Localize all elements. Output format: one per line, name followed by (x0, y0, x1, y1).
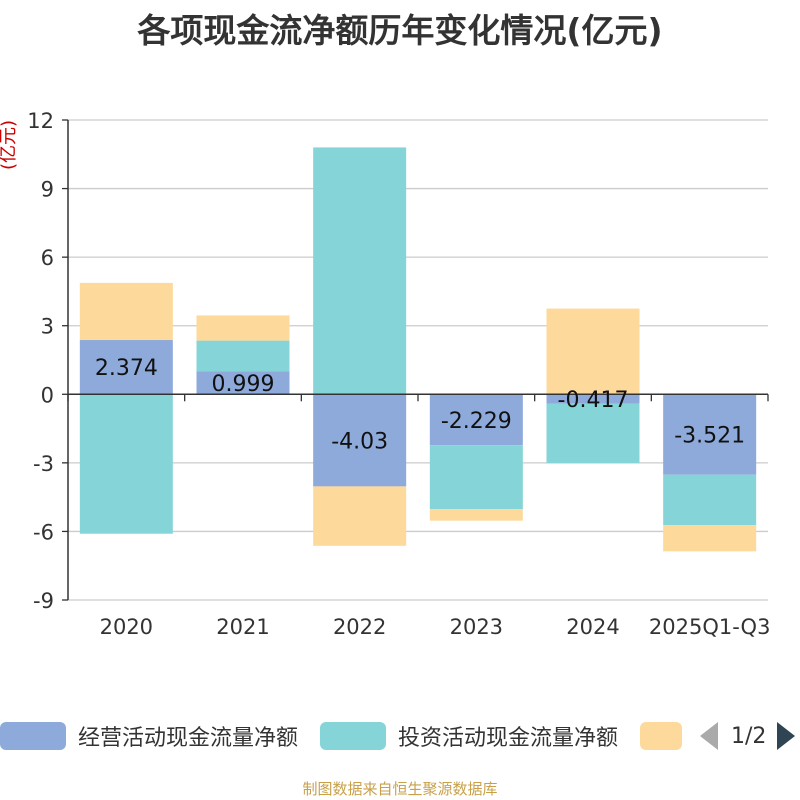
legend-prev-icon[interactable] (700, 722, 718, 750)
legend-item-investing[interactable]: 投资活动现金流量净额 (320, 716, 618, 756)
data-label: 0.999 (212, 372, 275, 397)
bar-s3-2025Q1-Q3 (663, 525, 757, 552)
x-tick-label: 2020 (100, 615, 153, 639)
data-label: -0.417 (558, 388, 629, 413)
bar-s1-2022 (313, 394, 407, 487)
y-tick-label: 12 (27, 109, 54, 133)
legend-swatch-investing (320, 722, 386, 750)
y-tick-label: -6 (33, 520, 54, 544)
y-tick-label: 9 (41, 178, 54, 202)
bar-s3-2022 (313, 486, 407, 546)
bar-s3-2023 (429, 509, 523, 521)
y-tick-label: -9 (33, 589, 54, 613)
legend-pager: 1/2 (700, 716, 796, 756)
bar-s3-2020 (79, 282, 173, 341)
x-tick-label: 2023 (450, 615, 503, 639)
y-tick-label: 0 (41, 383, 54, 407)
bar-s1-2024 (546, 394, 640, 404)
legend-item-financing[interactable] (640, 716, 694, 756)
legend-swatch-operating (0, 722, 66, 750)
legend-item-operating[interactable]: 经营活动现金流量净额 (0, 716, 298, 756)
source-note: 制图数据来自恒生聚源数据库 (302, 780, 498, 798)
bar-s2-2020 (79, 394, 173, 534)
x-tick-label: 2024 (566, 615, 619, 639)
x-tick-label: 2021 (216, 615, 269, 639)
bar-s2-2021 (196, 340, 290, 372)
legend: 经营活动现金流量净额 投资活动现金流量净额 1/2 (0, 716, 800, 756)
bar-s1-2023 (429, 394, 523, 446)
legend-label-investing: 投资活动现金流量净额 (398, 726, 619, 751)
legend-next-icon[interactable] (777, 722, 796, 750)
bar-s3-2024 (546, 308, 640, 395)
x-tick-label: 2022 (333, 615, 386, 639)
x-tick-label: 2025Q1-Q3 (649, 615, 771, 639)
data-label: 2.374 (95, 356, 158, 381)
data-label: -4.03 (331, 429, 388, 454)
bar-s1-2021 (196, 371, 290, 395)
legend-swatch-financing (640, 722, 682, 750)
y-axis-label: (亿元) (0, 120, 19, 170)
chart-title: 各项现金流净额历年变化情况(亿元) (137, 11, 663, 50)
y-tick-label: 3 (41, 315, 54, 339)
legend-page-indicator: 1/2 (731, 723, 767, 749)
bar-s2-2024 (546, 403, 640, 464)
y-tick-label: 6 (41, 246, 54, 270)
bar-s3-2021 (196, 315, 290, 341)
data-label: -2.229 (441, 409, 512, 434)
bar-s2-2023 (429, 445, 523, 510)
legend-label-operating: 经营活动现金流量净额 (78, 726, 299, 751)
bar-s1-2020 (79, 340, 173, 395)
y-tick-label: -3 (33, 452, 54, 476)
bar-s2-2025Q1-Q3 (663, 474, 757, 526)
bar-s1-2025Q1-Q3 (663, 394, 757, 475)
bar-s2-2022 (313, 147, 407, 395)
data-label: -3.521 (674, 424, 745, 449)
